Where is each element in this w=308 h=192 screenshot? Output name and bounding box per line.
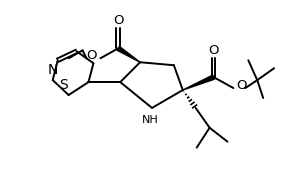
Polygon shape <box>117 46 140 62</box>
Text: N: N <box>47 63 58 77</box>
Text: NH: NH <box>142 115 158 125</box>
Polygon shape <box>183 75 214 90</box>
Text: O: O <box>113 14 124 27</box>
Text: O: O <box>86 49 97 62</box>
Text: S: S <box>59 78 68 92</box>
Text: O: O <box>208 44 219 57</box>
Text: O: O <box>236 79 247 92</box>
